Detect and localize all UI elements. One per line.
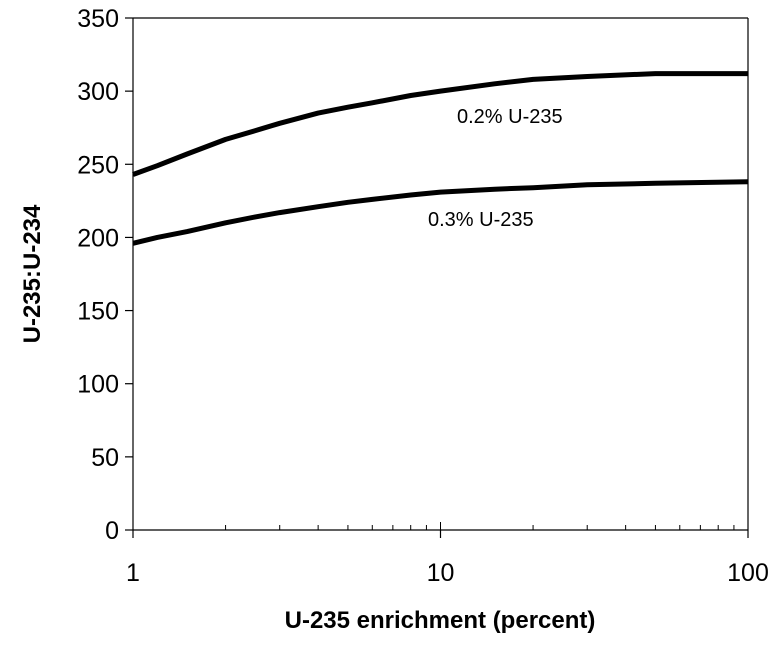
x-axis-title: U-235 enrichment (percent) [285, 607, 596, 634]
series-lines [132, 71, 749, 246]
x-axis-ticks: 1 10 100 [126, 522, 769, 587]
plot-area [132, 17, 749, 531]
series-line-1 [132, 179, 749, 246]
series-line-0 [132, 71, 748, 177]
y-tick-label: 350 [77, 5, 119, 33]
series-label-1: 0.3% U-235 [428, 209, 534, 231]
y-axis-ticks: 0 50 100 150 200 250 300 350 [77, 5, 133, 545]
series-label-0: 0.2% U-235 [457, 106, 563, 128]
y-tick-label: 50 [91, 444, 119, 472]
x-tick-label: 10 [427, 559, 455, 587]
y-tick-label: 300 [77, 78, 119, 106]
y-tick-label: 200 [77, 224, 119, 252]
y-tick-label: 150 [77, 298, 119, 326]
y-tick-label: 250 [77, 151, 119, 179]
y-tick-label: 0 [105, 517, 119, 545]
x-tick-label: 100 [727, 559, 769, 587]
series-labels: 0.2% U-235 0.3% U-235 [428, 106, 563, 231]
y-axis-title: U-235:U-234 [19, 204, 46, 343]
y-tick-label: 100 [77, 371, 119, 399]
x-tick-label: 1 [126, 559, 140, 587]
